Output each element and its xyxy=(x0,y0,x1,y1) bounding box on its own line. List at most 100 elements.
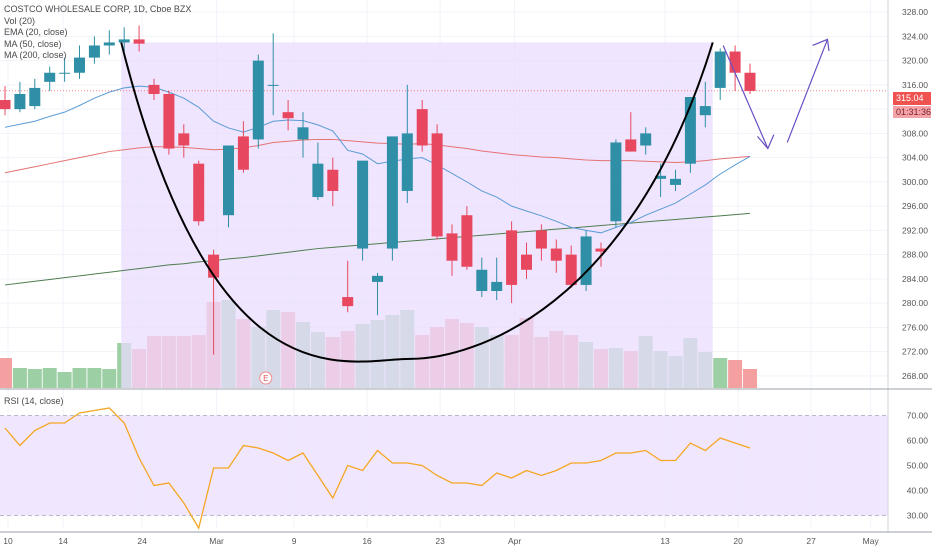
price-tick-label: 272.00 xyxy=(902,347,928,357)
date-tick-label: 20 xyxy=(733,536,743,546)
arrowhead-up xyxy=(812,38,830,52)
candles xyxy=(0,25,756,355)
date-tick-label: 27 xyxy=(806,536,816,546)
rsi-tick-label: 50.00 xyxy=(907,461,929,471)
price-tick-label: 300.00 xyxy=(902,177,928,187)
candle-body xyxy=(29,87,41,107)
candle-body xyxy=(640,133,652,146)
candle-body xyxy=(684,97,696,164)
candle-body xyxy=(148,84,160,94)
volume-bar xyxy=(27,369,42,388)
price-tick-label: 320.00 xyxy=(902,56,928,66)
date-tick-label: 9 xyxy=(292,536,297,546)
candle-body xyxy=(0,100,11,110)
candle-body xyxy=(416,109,428,146)
candle-body xyxy=(461,215,473,267)
ma50-line xyxy=(4,138,751,174)
candle-body xyxy=(401,133,413,191)
candle-body xyxy=(103,42,115,46)
candle-body xyxy=(74,57,85,73)
candle-body xyxy=(14,93,26,110)
price-tick-label: 268.00 xyxy=(902,371,928,381)
candle-body xyxy=(342,297,354,307)
candle-body xyxy=(357,160,369,249)
candle-body xyxy=(550,248,562,261)
rsi-tick-label: 70.00 xyxy=(907,411,929,421)
rsi-legend[interactable]: RSI (14, close) xyxy=(4,396,64,406)
candle-body xyxy=(670,178,681,185)
candle-body xyxy=(312,163,324,198)
projection-down-arrow xyxy=(722,45,769,149)
projection-up-arrow xyxy=(786,39,829,143)
candle-body xyxy=(699,106,711,116)
candle-body xyxy=(714,51,726,88)
trend-drawings: E xyxy=(120,38,830,385)
indicator-legend: COSTCO WHOLESALE CORP, 1D, Cboe BZX Vol … xyxy=(4,4,191,62)
price-tick-label: 296.00 xyxy=(902,201,928,211)
candle-body xyxy=(237,136,249,170)
candle-body xyxy=(252,60,264,140)
candle-body xyxy=(327,169,339,191)
price-tick-label: 280.00 xyxy=(902,298,928,308)
earnings-marker-label: E xyxy=(263,374,268,383)
price-tick-label: 308.00 xyxy=(902,128,928,138)
date-tick-label: Apr xyxy=(508,536,521,546)
cup-curve xyxy=(120,42,714,363)
date-tick-label: 16 xyxy=(362,536,372,546)
candle-body xyxy=(223,145,234,216)
price-tick-label: 276.00 xyxy=(902,322,928,332)
rsi-tick-label: 30.00 xyxy=(907,511,929,521)
volume-bar xyxy=(87,368,102,388)
candle-body xyxy=(88,45,100,58)
price-tick-label: 304.00 xyxy=(902,153,928,163)
legend-ma50[interactable]: MA (50, close) xyxy=(4,38,62,49)
volume-bar xyxy=(728,360,743,388)
candle-body xyxy=(163,93,175,149)
candle-body xyxy=(595,248,607,252)
candle-body xyxy=(386,136,398,249)
volume-bar xyxy=(0,358,12,388)
cup-pattern-overlay xyxy=(121,42,713,388)
rsi-panel xyxy=(0,407,888,530)
candle-body xyxy=(729,51,741,73)
candle-body xyxy=(431,133,443,237)
legend-volume[interactable]: Vol (20) xyxy=(4,15,36,26)
date-tick-label: 10 xyxy=(3,536,13,546)
candle-body xyxy=(193,163,205,222)
date-tick-label: 13 xyxy=(660,536,670,546)
candle-body xyxy=(580,236,592,285)
candle-body xyxy=(476,269,488,291)
price-tick-label: 316.00 xyxy=(902,80,928,90)
earnings-marker xyxy=(259,371,273,385)
volume-bar xyxy=(713,358,728,388)
cup-region xyxy=(121,42,713,388)
date-tick-label: May xyxy=(863,536,880,546)
price-tick-label: 284.00 xyxy=(902,274,928,284)
candle-body xyxy=(506,230,518,285)
date-tick-label: 14 xyxy=(58,536,68,546)
candle-body xyxy=(610,142,622,222)
volume-bar xyxy=(42,368,57,388)
candle-body xyxy=(282,112,294,119)
candle-body xyxy=(521,254,532,270)
candle-body xyxy=(491,281,503,291)
legend-ma200[interactable]: MA (200, close) xyxy=(4,50,67,60)
candle-body xyxy=(118,39,130,43)
candle-body xyxy=(372,275,383,282)
candle-body xyxy=(297,127,309,140)
candle-body xyxy=(744,72,756,91)
volume-bar xyxy=(57,372,72,388)
candle-body xyxy=(178,133,190,146)
candle-body xyxy=(44,72,56,82)
symbol-title[interactable]: COSTCO WHOLESALE CORP, 1D, Cboe BZX xyxy=(4,4,192,14)
candle-body xyxy=(267,84,279,86)
candle-body xyxy=(208,254,220,278)
candle-body xyxy=(625,139,637,152)
volume-bar xyxy=(72,368,87,388)
candle-body xyxy=(446,233,458,261)
legend-ema[interactable]: EMA (20, close) xyxy=(4,27,68,37)
last-price-badge: 315.04 xyxy=(893,92,931,105)
volume-bar xyxy=(102,369,117,388)
